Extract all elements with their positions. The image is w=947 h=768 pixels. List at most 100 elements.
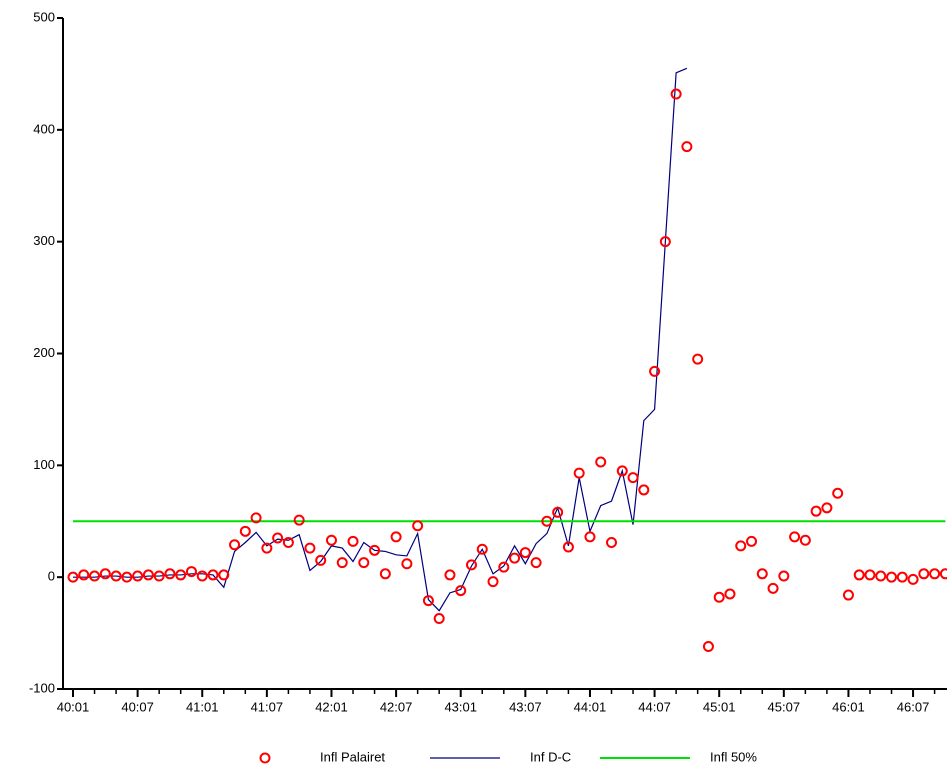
marker bbox=[853, 569, 865, 581]
marker bbox=[132, 570, 144, 582]
marker bbox=[239, 525, 251, 537]
marker bbox=[153, 570, 165, 582]
marker bbox=[864, 569, 876, 581]
marker bbox=[702, 641, 714, 653]
marker bbox=[110, 570, 122, 582]
legend-marker bbox=[259, 752, 271, 764]
marker bbox=[541, 515, 553, 527]
marker bbox=[810, 505, 822, 517]
x-tick-label: 44:07 bbox=[638, 699, 671, 714]
marker bbox=[196, 570, 208, 582]
marker bbox=[562, 541, 574, 553]
marker bbox=[465, 559, 477, 571]
marker bbox=[358, 557, 370, 569]
marker bbox=[670, 88, 682, 100]
marker bbox=[778, 570, 790, 582]
marker bbox=[649, 365, 661, 377]
legend-label: Inf D-C bbox=[530, 749, 571, 764]
legend-label: Infl Palairet bbox=[320, 749, 385, 764]
x-tick-label: 46:01 bbox=[832, 699, 865, 714]
marker bbox=[487, 576, 499, 588]
marker bbox=[293, 514, 305, 526]
marker bbox=[142, 569, 154, 581]
x-tick-label: 41:07 bbox=[251, 699, 284, 714]
x-tick-label: 43:01 bbox=[444, 699, 477, 714]
marker bbox=[767, 582, 779, 594]
marker bbox=[595, 456, 607, 468]
marker bbox=[304, 542, 316, 554]
marker bbox=[627, 472, 639, 484]
marker bbox=[929, 568, 941, 580]
marker bbox=[616, 465, 628, 477]
marker bbox=[261, 542, 273, 554]
y-tick-label: 200 bbox=[33, 345, 55, 360]
marker bbox=[842, 589, 854, 601]
marker bbox=[282, 536, 294, 548]
marker bbox=[89, 570, 101, 582]
marker bbox=[455, 585, 467, 597]
marker bbox=[67, 571, 79, 583]
marker bbox=[659, 236, 671, 248]
marker bbox=[164, 568, 176, 580]
marker bbox=[369, 544, 381, 556]
marker bbox=[724, 588, 736, 600]
marker bbox=[336, 557, 348, 569]
marker bbox=[250, 512, 262, 524]
x-tick-label: 43:07 bbox=[509, 699, 542, 714]
marker bbox=[692, 353, 704, 365]
marker bbox=[498, 561, 510, 573]
legend-label: Infl 50% bbox=[710, 749, 757, 764]
marker bbox=[821, 502, 833, 514]
marker bbox=[638, 484, 650, 496]
y-tick-label: 100 bbox=[33, 457, 55, 472]
y-tick-label: 0 bbox=[48, 569, 55, 584]
marker bbox=[175, 569, 187, 581]
marker bbox=[799, 534, 811, 546]
marker bbox=[552, 506, 564, 518]
marker bbox=[121, 571, 133, 583]
x-tick-label: 45:07 bbox=[768, 699, 801, 714]
y-tick-label: 400 bbox=[33, 121, 55, 136]
marker bbox=[530, 557, 542, 569]
marker bbox=[229, 539, 241, 551]
marker bbox=[875, 570, 887, 582]
x-tick-label: 40:07 bbox=[121, 699, 154, 714]
marker bbox=[606, 536, 617, 548]
marker bbox=[746, 535, 758, 547]
x-tick-label: 40:01 bbox=[57, 699, 90, 714]
y-tick-label: 300 bbox=[33, 233, 55, 248]
marker bbox=[519, 547, 531, 559]
marker bbox=[756, 568, 768, 580]
marker bbox=[584, 531, 596, 543]
x-tick-label: 42:01 bbox=[315, 699, 348, 714]
marker bbox=[99, 568, 111, 580]
marker bbox=[390, 531, 402, 543]
marker bbox=[218, 569, 230, 581]
marker bbox=[207, 569, 219, 581]
x-tick-label: 46:07 bbox=[897, 699, 930, 714]
x-tick-label: 45:01 bbox=[703, 699, 736, 714]
y-tick-label: 500 bbox=[33, 9, 55, 24]
marker bbox=[325, 534, 337, 546]
marker bbox=[422, 595, 434, 607]
marker bbox=[918, 568, 930, 580]
marker bbox=[713, 591, 725, 603]
marker bbox=[573, 467, 585, 479]
marker bbox=[509, 552, 521, 564]
marker bbox=[185, 566, 197, 578]
marker bbox=[939, 568, 947, 580]
marker bbox=[412, 520, 424, 532]
marker bbox=[379, 568, 391, 580]
series-line bbox=[73, 67, 688, 612]
marker bbox=[735, 540, 747, 552]
marker bbox=[907, 573, 919, 585]
marker bbox=[886, 571, 898, 583]
marker bbox=[401, 558, 413, 570]
marker bbox=[896, 571, 908, 583]
x-tick-label: 44:01 bbox=[574, 699, 607, 714]
marker bbox=[78, 569, 90, 581]
marker bbox=[433, 613, 445, 625]
x-tick-label: 41:01 bbox=[186, 699, 219, 714]
